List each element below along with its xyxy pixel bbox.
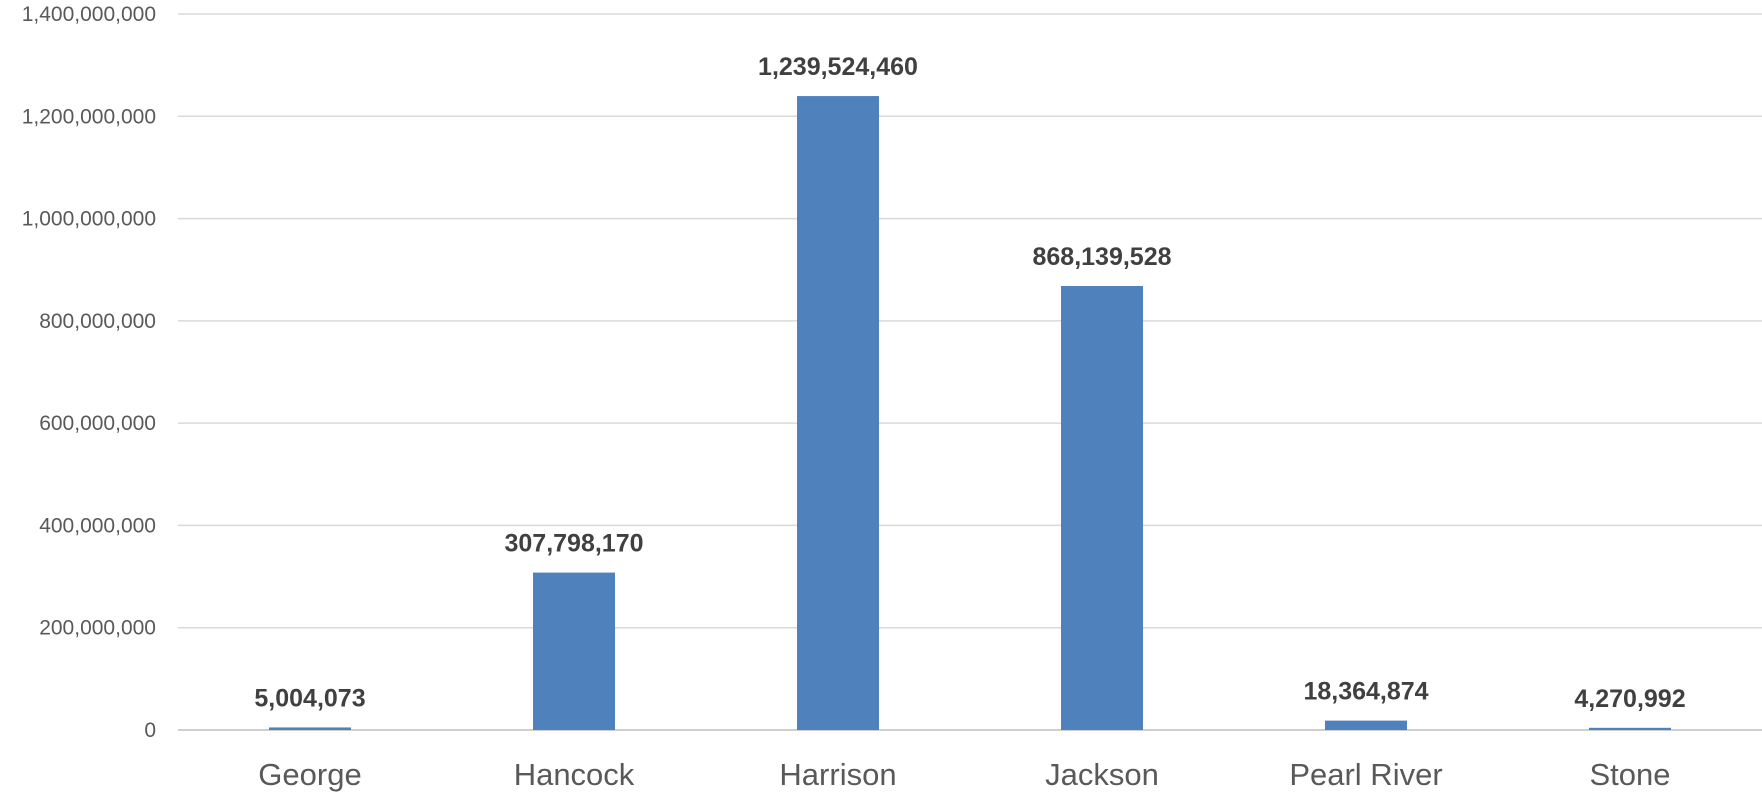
- data-label: 5,004,073: [254, 684, 365, 712]
- x-tick-label: Harrison: [779, 757, 896, 792]
- y-tick-label: 800,000,000: [39, 310, 156, 333]
- y-axis-tick-labels: 0 200,000,000 400,000,000 600,000,000 800,00…: [22, 3, 156, 742]
- y-tick-label: 1,000,000,000: [22, 208, 156, 231]
- data-labels: 5,004,073 307,798,170 1,239,524,460 868,139…: [254, 53, 1685, 713]
- y-tick-label: 1,200,000,000: [22, 105, 156, 128]
- bars: [269, 96, 1671, 730]
- data-label: 1,239,524,460: [758, 53, 918, 81]
- data-label: 868,139,528: [1032, 243, 1171, 271]
- y-tick-label: 200,000,000: [39, 617, 156, 640]
- bar: [533, 572, 615, 730]
- data-label: 307,798,170: [504, 530, 643, 558]
- x-tick-label: Pearl River: [1289, 757, 1442, 792]
- bar: [1589, 727, 1671, 730]
- bar: [269, 727, 351, 730]
- y-tick-label: 400,000,000: [39, 514, 156, 537]
- y-tick-label: 1,400,000,000: [22, 3, 156, 26]
- x-tick-label: George: [258, 757, 361, 792]
- x-tick-label: Jackson: [1045, 757, 1159, 792]
- x-tick-label: Hancock: [514, 757, 635, 792]
- gridlines: [178, 13, 1762, 731]
- bar: [1325, 720, 1407, 730]
- data-label: 18,364,874: [1303, 678, 1428, 706]
- x-tick-label: Stone: [1589, 757, 1670, 792]
- bar: [797, 96, 879, 730]
- data-label: 4,270,992: [1574, 685, 1685, 713]
- y-tick-label: 600,000,000: [39, 412, 156, 435]
- x-axis-tick-labels: George Hancock Harrison Jackson Pearl River S…: [258, 757, 1670, 792]
- y-tick-label: 0: [144, 719, 156, 742]
- bar: [1061, 286, 1143, 730]
